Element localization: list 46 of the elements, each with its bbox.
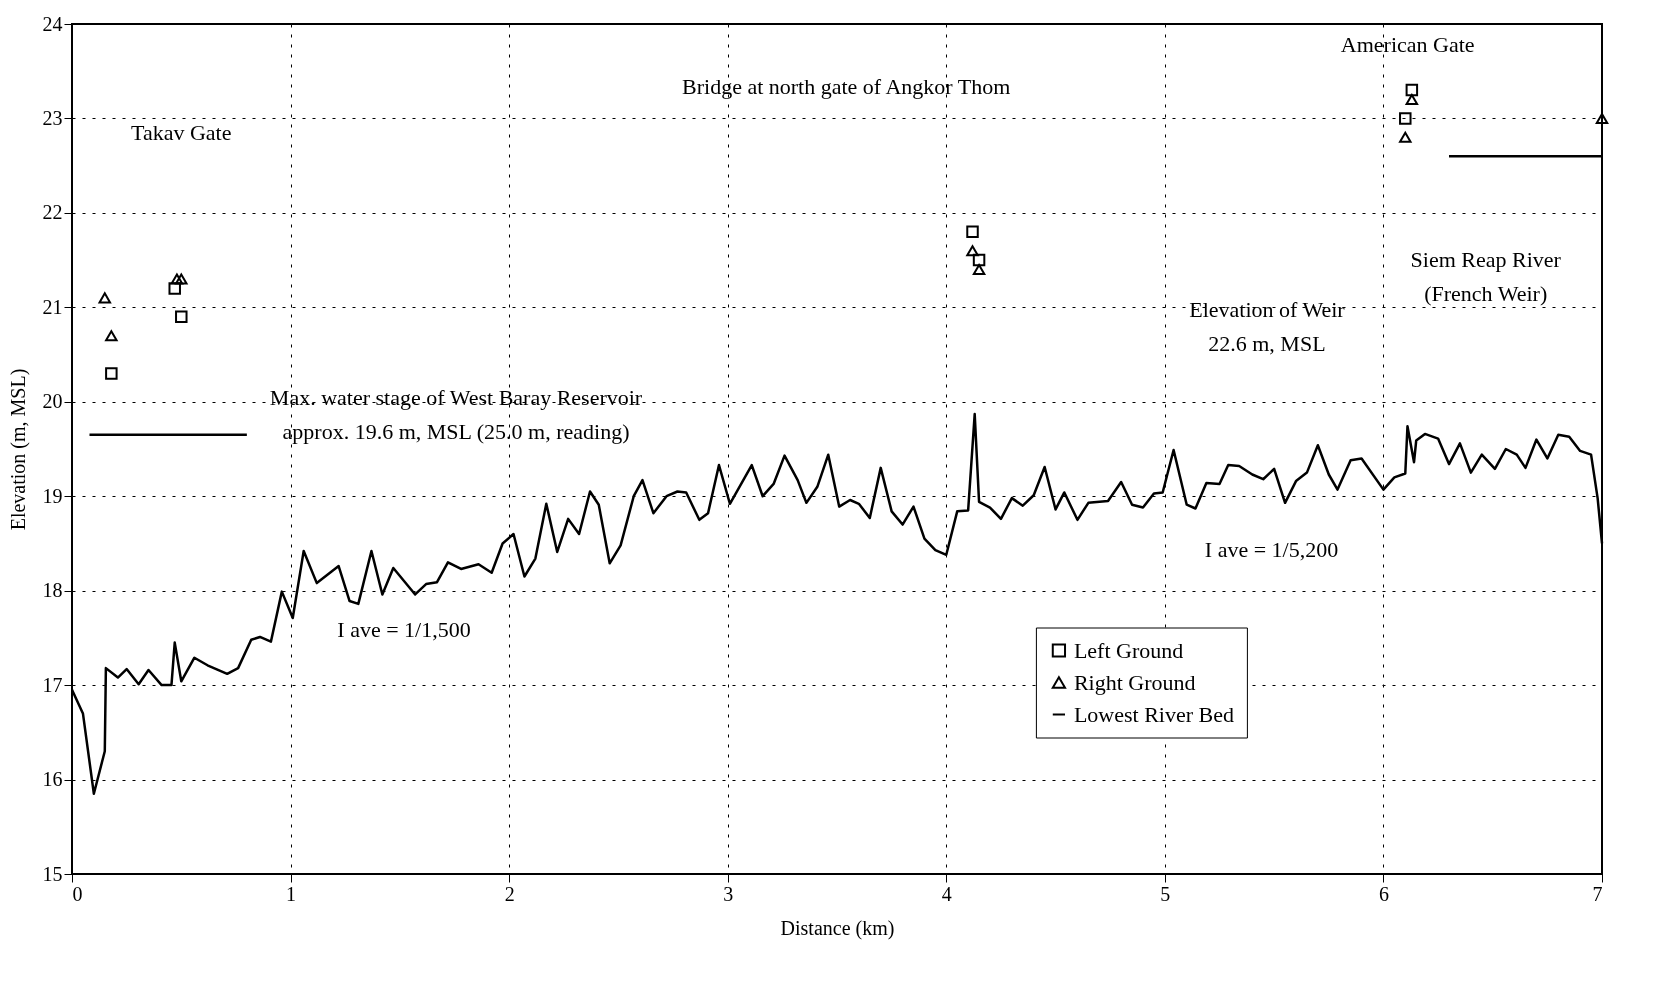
- point: [966, 225, 979, 239]
- annotation: Max. water stage of West Baray Reservoir approx. 19.6 m, MSL (25.0 m, reading): [269, 385, 643, 444]
- annotation: Siem Reap River (French Weir): [1410, 247, 1562, 307]
- y-tick-label: 22: [42, 201, 63, 224]
- point: [98, 292, 112, 304]
- y-tick-label: 18: [42, 579, 63, 602]
- point: [175, 310, 188, 324]
- x-axis-title: Distance (km): [780, 916, 895, 940]
- point: [1405, 94, 1419, 106]
- x-tick-label: 7: [1592, 882, 1603, 905]
- x-tick-label: 4: [941, 882, 952, 905]
- x-tick-label: 5: [1160, 882, 1171, 905]
- point: [972, 253, 986, 267]
- point: [1405, 83, 1419, 97]
- y-tick-label: 17: [42, 673, 63, 696]
- annotation: American Gate: [1340, 32, 1475, 58]
- legend-label: Right Ground: [1073, 669, 1196, 695]
- annotation: I ave = 1/1,500: [337, 617, 471, 643]
- y-tick-label: 23: [42, 106, 63, 129]
- point: [972, 264, 986, 276]
- point: [966, 245, 979, 257]
- x-tick-label: 3: [723, 882, 734, 905]
- y-tick-label: 16: [42, 768, 63, 791]
- y-tick-label: 19: [42, 484, 63, 507]
- y-tick-label: 15: [42, 862, 63, 885]
- point: [105, 330, 118, 342]
- point: [105, 367, 118, 380]
- point: [1399, 131, 1412, 143]
- legend-label: Lowest River Bed: [1073, 701, 1234, 727]
- legend-label: Left Ground: [1073, 637, 1184, 663]
- y-tick-label: 21: [42, 295, 63, 318]
- point: [1595, 112, 1609, 124]
- point: [1399, 112, 1412, 125]
- x-tick-label: 6: [1378, 882, 1389, 905]
- point: [168, 282, 181, 295]
- x-tick-label: 1: [286, 882, 297, 905]
- y-tick-label: 20: [42, 390, 63, 413]
- annotation: I ave = 1/5,200: [1204, 537, 1339, 563]
- y-axis-title: Elevation (m, MSL): [6, 368, 30, 531]
- x-tick-label: 0: [72, 882, 83, 905]
- y-tick-label: 24: [42, 12, 63, 35]
- point: [170, 273, 184, 285]
- point: [175, 273, 188, 285]
- annotation: Takav Gate: [131, 119, 232, 145]
- annotation: Bridge at north gate of Angkor Thom: [682, 73, 1011, 99]
- x-tick-label: 2: [504, 882, 515, 905]
